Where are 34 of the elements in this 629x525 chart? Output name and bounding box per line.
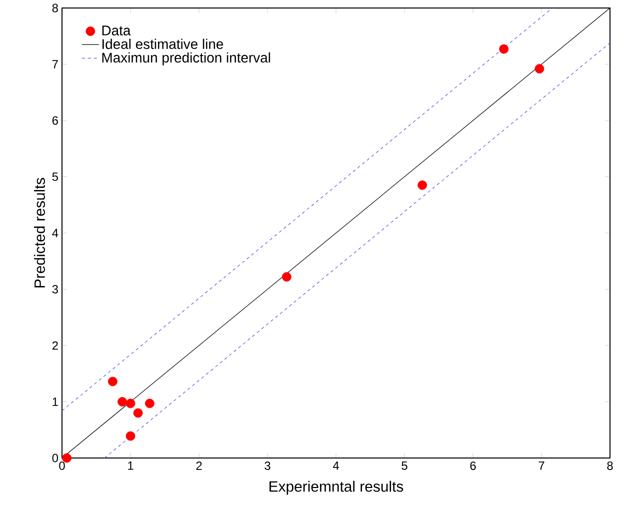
y-tick-label: 3 (52, 285, 58, 294)
y-tick-label: 7 (52, 60, 58, 68)
legend-label: Ideal estimative line (102, 38, 224, 50)
y-axis-title: Predicted results (34, 178, 45, 288)
y-tick-label: 0 (52, 454, 58, 462)
point (282, 272, 292, 282)
point (144, 398, 154, 408)
y-tick-label: 2 (52, 341, 58, 350)
point (126, 398, 136, 408)
legend-label: Data (102, 26, 131, 36)
point (534, 64, 544, 74)
point (126, 431, 136, 441)
x-tick-label: 3 (264, 462, 270, 470)
y-tick-label: 4 (52, 228, 58, 238)
y-tick-label: 8 (52, 4, 58, 12)
legend-label: Maximun prediction interval (102, 52, 270, 66)
x-tick-label: 0 (59, 462, 65, 470)
x-tick-label: 2 (196, 462, 202, 470)
point (418, 180, 428, 190)
x-tick-label: 8 (607, 462, 613, 470)
y-tick-label: 6 (52, 116, 58, 125)
point (499, 44, 509, 54)
point (108, 376, 118, 386)
x-tick-label: 6 (470, 462, 476, 470)
x-tick-label: 7 (538, 462, 544, 470)
x-tick-label: 5 (402, 462, 408, 470)
x-tick-label: 1 (128, 462, 134, 470)
point (133, 408, 143, 418)
y-tick-label: 1 (52, 398, 58, 406)
point (118, 397, 127, 406)
y-tick-label: 5 (52, 172, 58, 181)
x-axis-title: Experiemntal results (270, 480, 404, 495)
x-tick-label: 4 (332, 462, 339, 470)
point (62, 453, 72, 463)
